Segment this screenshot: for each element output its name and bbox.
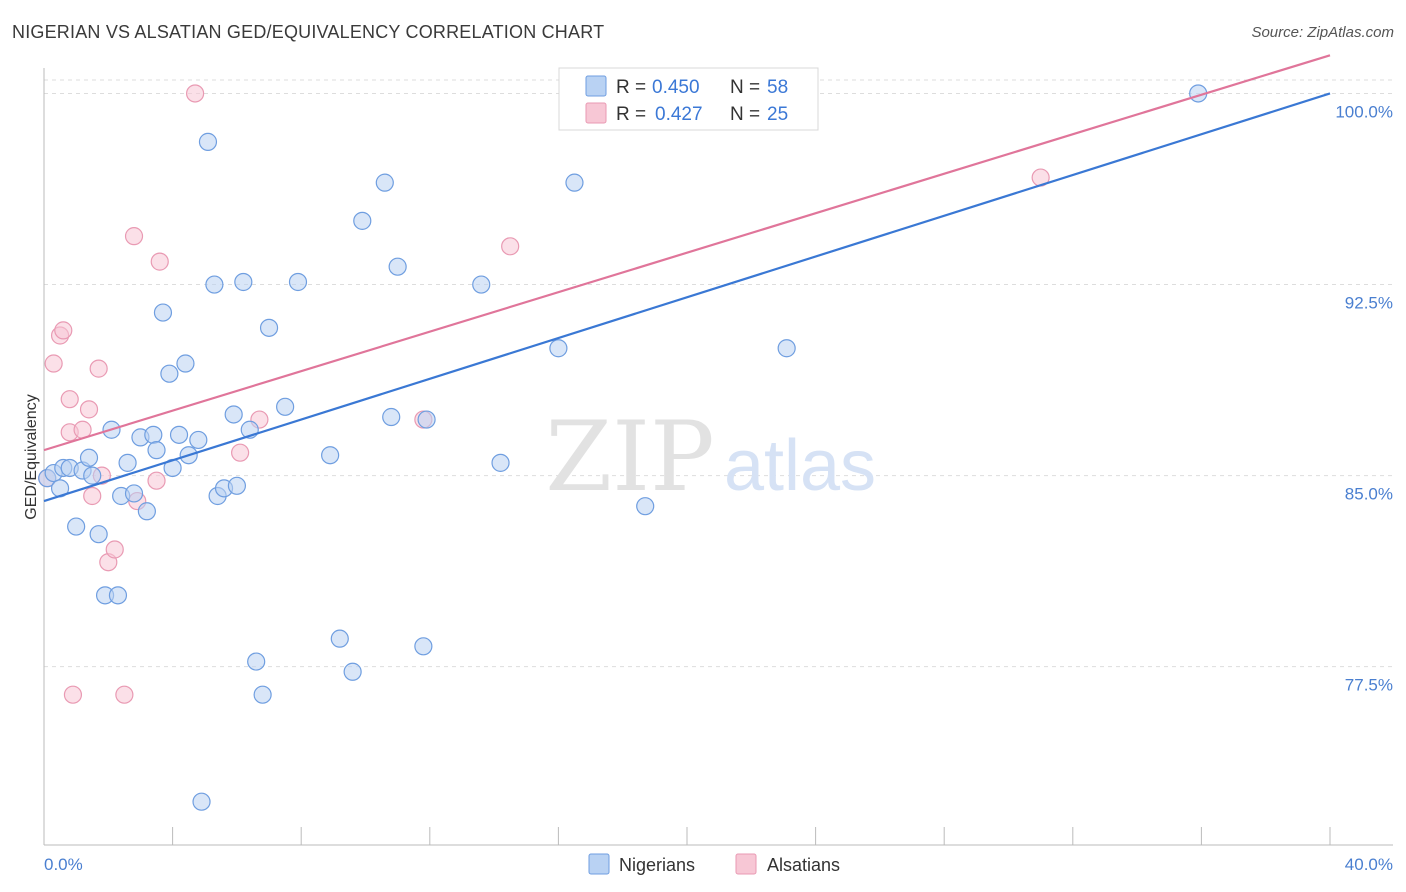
- nigerian-point: [330, 629, 349, 648]
- watermark-zip: ZIP: [545, 401, 714, 513]
- nigerian-point: [79, 448, 99, 467]
- nigerian-point: [253, 685, 272, 704]
- legend-r-value-2: 0.427: [655, 104, 703, 125]
- nigerians-trend-line: [43, 92, 1331, 503]
- alsatian-point: [54, 321, 73, 340]
- nigerian-point: [192, 792, 211, 811]
- nigerian-point: [108, 586, 128, 605]
- legend-r-label-2: R =: [616, 104, 646, 125]
- nigerian-point: [118, 453, 137, 472]
- watermark-atlas: atlas: [724, 426, 876, 506]
- grid-lines: [44, 79, 1393, 668]
- nigerian-point: [160, 364, 179, 383]
- nigerian-point: [636, 497, 655, 516]
- legend-n-label-1: N =: [730, 77, 760, 98]
- nigerian-point: [777, 339, 796, 358]
- watermark: ZIP atlas: [545, 401, 876, 513]
- alsatian-point: [44, 354, 63, 373]
- alsatian-point: [231, 443, 250, 462]
- trend-lines: [43, 54, 1331, 503]
- alsatian-point: [124, 227, 144, 246]
- nigerian-point: [176, 354, 195, 373]
- alsatians-trend-line: [43, 54, 1331, 452]
- series-legend: Nigerians Alsatians: [588, 853, 840, 875]
- nigerian-point: [259, 318, 279, 337]
- alsatian-point: [186, 84, 205, 103]
- nigerian-point: [144, 425, 163, 444]
- y-tick-label: 92.5%: [1345, 294, 1393, 313]
- alsatian-point: [105, 540, 124, 559]
- nigerian-point: [169, 425, 189, 444]
- alsatian-point: [115, 685, 134, 704]
- nigerian-point: [147, 441, 166, 460]
- nigerian-point: [198, 132, 218, 151]
- alsatians-points: [38, 84, 1050, 704]
- bottom-legend-alsatians-label: Alsatians: [767, 855, 840, 875]
- x-tick-label: 40.0%: [1345, 855, 1393, 874]
- y-tick-label: 85.0%: [1345, 485, 1393, 504]
- nigerian-point: [491, 453, 510, 472]
- stats-legend: R = 0.450 N = 58 R = 0.427 N = 25: [558, 67, 819, 131]
- bottom-legend-nigerians-label: Nigerians: [619, 855, 695, 875]
- nigerian-point: [382, 407, 401, 427]
- nigerian-point: [388, 257, 407, 276]
- y-tick-label: 77.5%: [1345, 676, 1393, 695]
- nigerian-point: [224, 405, 243, 424]
- alsatian-point: [60, 390, 79, 409]
- nigerian-point: [124, 484, 144, 503]
- nigerian-point: [153, 303, 173, 322]
- legend-r-label-1: R =: [616, 77, 646, 98]
- legend-r-value-1: 0.450: [652, 77, 700, 98]
- legend-n-value-1: 58: [767, 77, 788, 98]
- nigerian-point: [417, 410, 436, 429]
- x-tick-label: 0.0%: [44, 855, 83, 874]
- legend-n-label-2: N =: [730, 104, 760, 125]
- nigerian-point: [288, 272, 308, 292]
- nigerians-points: [38, 84, 1208, 811]
- nigerian-point: [414, 637, 433, 656]
- nigerian-point: [205, 275, 224, 294]
- nigerian-point: [375, 173, 394, 192]
- nigerian-point: [321, 446, 340, 465]
- nigerian-point: [227, 476, 246, 495]
- nigerian-point: [234, 272, 253, 292]
- nigerian-point: [89, 525, 108, 544]
- nigerian-point: [189, 430, 208, 450]
- chart-title: NIGERIAN VS ALSATIAN GED/EQUIVALENCY COR…: [12, 22, 605, 42]
- alsatian-point: [501, 237, 520, 256]
- nigerian-point: [549, 339, 568, 358]
- legend-n-value-2: 25: [767, 104, 788, 125]
- legend-nigerians-swatch: [585, 75, 607, 97]
- alsatian-point: [83, 486, 102, 506]
- alsatian-point: [79, 400, 99, 419]
- y-tick-label: 100.0%: [1335, 102, 1393, 121]
- axes: [43, 68, 1393, 846]
- nigerian-point: [83, 466, 102, 485]
- nigerian-point: [247, 652, 266, 671]
- alsatian-point: [147, 471, 166, 490]
- chart-source: Source: ZipAtlas.com: [1251, 24, 1394, 41]
- y-axis-label: GED/Equivalency: [23, 394, 40, 519]
- nigerian-point: [276, 397, 295, 416]
- nigerian-point: [565, 173, 584, 192]
- bottom-legend-nigerians-swatch: [588, 853, 610, 875]
- legend-alsatians-swatch: [585, 102, 607, 124]
- nigerian-point: [353, 211, 372, 230]
- x-tick-labels: 0.0% 40.0%: [44, 855, 1393, 874]
- alsatian-point: [150, 252, 169, 271]
- alsatian-point: [63, 685, 83, 704]
- alsatian-point: [89, 359, 108, 378]
- nigerian-point: [137, 502, 156, 521]
- nigerian-point: [343, 662, 362, 681]
- nigerian-point: [472, 275, 491, 294]
- bottom-legend-alsatians-swatch: [735, 853, 757, 875]
- nigerian-point: [67, 517, 86, 536]
- y-tick-labels: 77.5% 85.0% 92.5% 100.0%: [1335, 102, 1393, 694]
